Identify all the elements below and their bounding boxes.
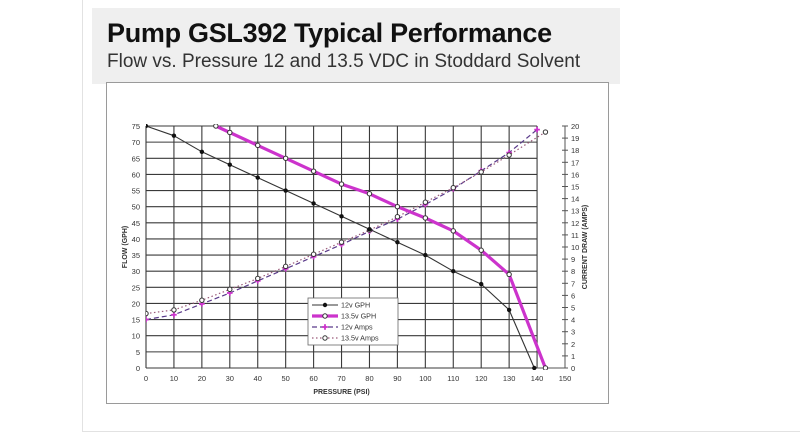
- series-12v-gph: [146, 124, 537, 370]
- x-tick-label: 150: [559, 374, 572, 383]
- x-tick-label: 120: [475, 374, 488, 383]
- chart-series: [146, 124, 549, 370]
- y-tick-label: 20: [132, 299, 140, 308]
- y-tick-label: 25: [132, 283, 140, 292]
- y2-tick-label: 9: [571, 255, 575, 264]
- y2-tick-label: 3: [571, 328, 575, 337]
- y2-tick-label: 2: [571, 340, 575, 349]
- legend-item: 12v Amps: [312, 323, 373, 332]
- y-tick-label: 55: [132, 187, 140, 196]
- chart-legend: 12v GPH 13.5v GPH 12v Amps 13.5v Amps: [307, 297, 399, 346]
- x-tick-label: 140: [531, 374, 544, 383]
- x-tick-label: 100: [419, 374, 432, 383]
- header-band: [92, 8, 620, 84]
- page-title: Pump GSL392 Typical Performance: [107, 18, 552, 48]
- y2-tick-label: 0: [571, 364, 575, 373]
- y2-tick-label: 1: [571, 352, 575, 361]
- y2-tick-label: 13: [571, 207, 579, 216]
- y2-tick-label: 5: [571, 304, 575, 313]
- x-tick-label: 80: [365, 374, 373, 383]
- series-13-5v-amps: [146, 129, 549, 317]
- y2-tick-label: 15: [571, 183, 579, 192]
- legend-label: 12v Amps: [341, 323, 373, 332]
- legend-label: 13.5v GPH: [341, 312, 376, 321]
- y2-tick-label: 16: [571, 170, 579, 179]
- y-tick-label: 0: [136, 364, 140, 373]
- y-tick-label: 75: [132, 122, 140, 131]
- x-tick-label: 30: [226, 374, 234, 383]
- y-tick-label: 70: [132, 138, 140, 147]
- x-tick-label: 90: [393, 374, 401, 383]
- y2-tick-label: 4: [571, 316, 575, 325]
- y2-tick-label: 18: [571, 146, 579, 155]
- y2-tick-label: 19: [571, 134, 579, 143]
- y2-axis-title: CURRENT DRAW (AMPS): [582, 205, 589, 289]
- y-tick-label: 40: [132, 235, 140, 244]
- y-tick-label: 65: [132, 154, 140, 163]
- legend-label: 12v GPH: [341, 301, 370, 310]
- legend-item: 13.5v Amps: [312, 334, 379, 343]
- x-tick-label: 40: [254, 374, 262, 383]
- y-axis-title: FLOW (GPH): [122, 226, 129, 268]
- x-tick-label: 60: [309, 374, 317, 383]
- x-tick-label: 130: [503, 374, 516, 383]
- legend-label: 13.5v Amps: [341, 334, 379, 343]
- chart-grid: [145, 125, 538, 369]
- x-tick-label: 110: [447, 374, 459, 383]
- y2-tick-label: 17: [571, 158, 579, 167]
- series-13-5v-gph: [213, 124, 549, 370]
- x-tick-label: 50: [281, 374, 289, 383]
- y-tick-label: 50: [132, 203, 140, 212]
- y2-tick-label: 10: [571, 243, 579, 252]
- y-tick-label: 10: [132, 332, 140, 341]
- x-axis-title: PRESSURE (PSI): [313, 389, 369, 396]
- page-frame: [82, 0, 800, 432]
- legend-item: 13.5v GPH: [312, 312, 376, 321]
- y2-tick-label: 14: [571, 195, 579, 204]
- y2-tick-label: 20: [571, 122, 579, 131]
- y-tick-label: 60: [132, 170, 140, 179]
- y-tick-label: 5: [136, 348, 140, 357]
- y-tick-label: 15: [132, 316, 140, 325]
- y2-tick-label: 8: [571, 267, 575, 276]
- legend-item: 12v GPH: [312, 301, 370, 310]
- x-tick-label: 0: [144, 374, 148, 383]
- x-tick-label: 20: [198, 374, 206, 383]
- y2-tick-label: 11: [571, 231, 579, 240]
- x-tick-label: 70: [337, 374, 345, 383]
- y-tick-label: 45: [132, 219, 140, 228]
- page-subtitle: Flow vs. Pressure 12 and 13.5 VDC in Sto…: [107, 51, 581, 72]
- y-tick-label: 35: [132, 251, 140, 260]
- y2-tick-label: 7: [571, 279, 575, 288]
- y2-tick-label: 6: [571, 291, 575, 300]
- x-tick-label: 10: [170, 374, 178, 383]
- y-tick-label: 30: [132, 267, 140, 276]
- chart-frame: [106, 82, 609, 404]
- y2-tick-label: 12: [571, 219, 579, 228]
